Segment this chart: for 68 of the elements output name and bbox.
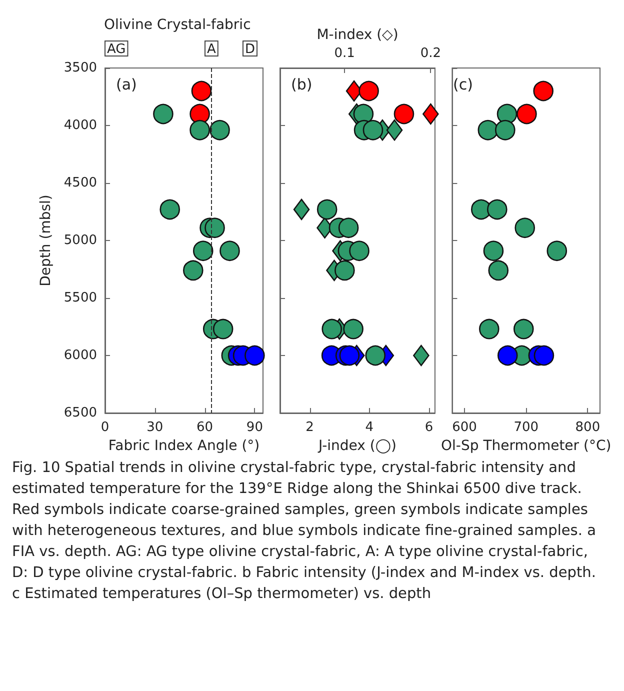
x-tick-label: 700 <box>514 420 539 435</box>
text: (c) <box>453 76 473 94</box>
point <box>478 120 498 140</box>
y-tick-label: 5000 <box>64 233 97 248</box>
point <box>210 120 230 140</box>
point <box>338 218 359 238</box>
point <box>339 345 360 366</box>
x-tick-label: 90 <box>246 420 263 435</box>
point <box>220 240 240 261</box>
caption: Fig. 10 Spatial trends in olivine crystal-fabric type, crystal-fabric intensity and estimated temperature for the 139°E Ridge along the Shinkai 6500 dive track. Red symbols indicate coarse-grained samples, green symbols indicate samples with heterogeneous textures, and blue symbols indicate fine-grained samples. a FIA vs. depth. AG: AG type olivine crystal-fabric, A: A type olivine crystal-fabric, D: D type olivine crystal-fabric. b Fabric intensity (J-index and M-index vs. depth. c Estimated temperatures (Ol–Sp thermometer) vs. depth <box>12 459 597 604</box>
point <box>192 240 214 261</box>
point <box>488 260 509 281</box>
point <box>334 260 355 281</box>
point <box>365 345 386 366</box>
point <box>358 80 379 102</box>
point <box>497 345 518 366</box>
point <box>343 318 364 340</box>
x-tick-label: 60 <box>196 420 214 435</box>
point <box>495 120 516 140</box>
point <box>514 218 536 238</box>
text: D <box>244 42 255 57</box>
point <box>160 199 180 220</box>
point <box>514 318 534 340</box>
point <box>394 104 414 124</box>
chart-subtitle: Olivine Crystal-fabric <box>104 17 251 33</box>
x2-tick-label: 0.1 <box>334 46 355 61</box>
point <box>533 80 554 102</box>
point <box>487 199 508 220</box>
text: (b) <box>291 76 312 94</box>
y-axis-title: Depth (mbsl) <box>38 194 54 286</box>
point <box>483 240 504 261</box>
text: AG <box>107 42 126 57</box>
point <box>534 345 554 366</box>
point <box>349 240 370 261</box>
x-tick-label: 6 <box>424 420 434 435</box>
x-tick-label: 4 <box>365 420 374 435</box>
x2-axis-title: M-index (◇) <box>316 27 398 44</box>
ref-line-label: A <box>206 42 216 57</box>
y-tick-label: 6000 <box>64 348 97 363</box>
text: (a) <box>116 76 137 94</box>
x-axis-title: Fabric Index Angle (°) <box>108 438 260 454</box>
y-tick-label: 6500 <box>64 406 97 420</box>
point <box>153 104 174 124</box>
y-tick-label: 3500 <box>64 60 97 76</box>
x-tick-label: 800 <box>575 420 600 435</box>
point <box>496 104 518 124</box>
point <box>244 345 265 366</box>
x-tick-label: 0 <box>100 420 110 435</box>
x-axis-title: Ol-Sp Thermometer (°C) <box>440 438 612 454</box>
point <box>316 199 338 220</box>
point <box>546 240 568 261</box>
point <box>183 260 204 281</box>
point <box>212 318 234 340</box>
x-tick-label: 2 <box>306 420 314 435</box>
x-tick-label: 600 <box>452 420 477 435</box>
y-tick-label: 5500 <box>64 290 97 306</box>
y-tick-label: 4500 <box>64 176 97 190</box>
point <box>516 104 537 124</box>
point <box>190 120 210 140</box>
x2-tick-label: 0.2 <box>420 46 442 61</box>
point <box>322 318 342 340</box>
point <box>479 318 500 340</box>
point <box>191 80 212 102</box>
y-tick-label: 4000 <box>64 118 97 133</box>
x-axis-title: J-index (◯) <box>317 438 396 454</box>
point <box>204 218 225 238</box>
x-tick-label: 30 <box>146 420 164 435</box>
point <box>362 120 384 140</box>
